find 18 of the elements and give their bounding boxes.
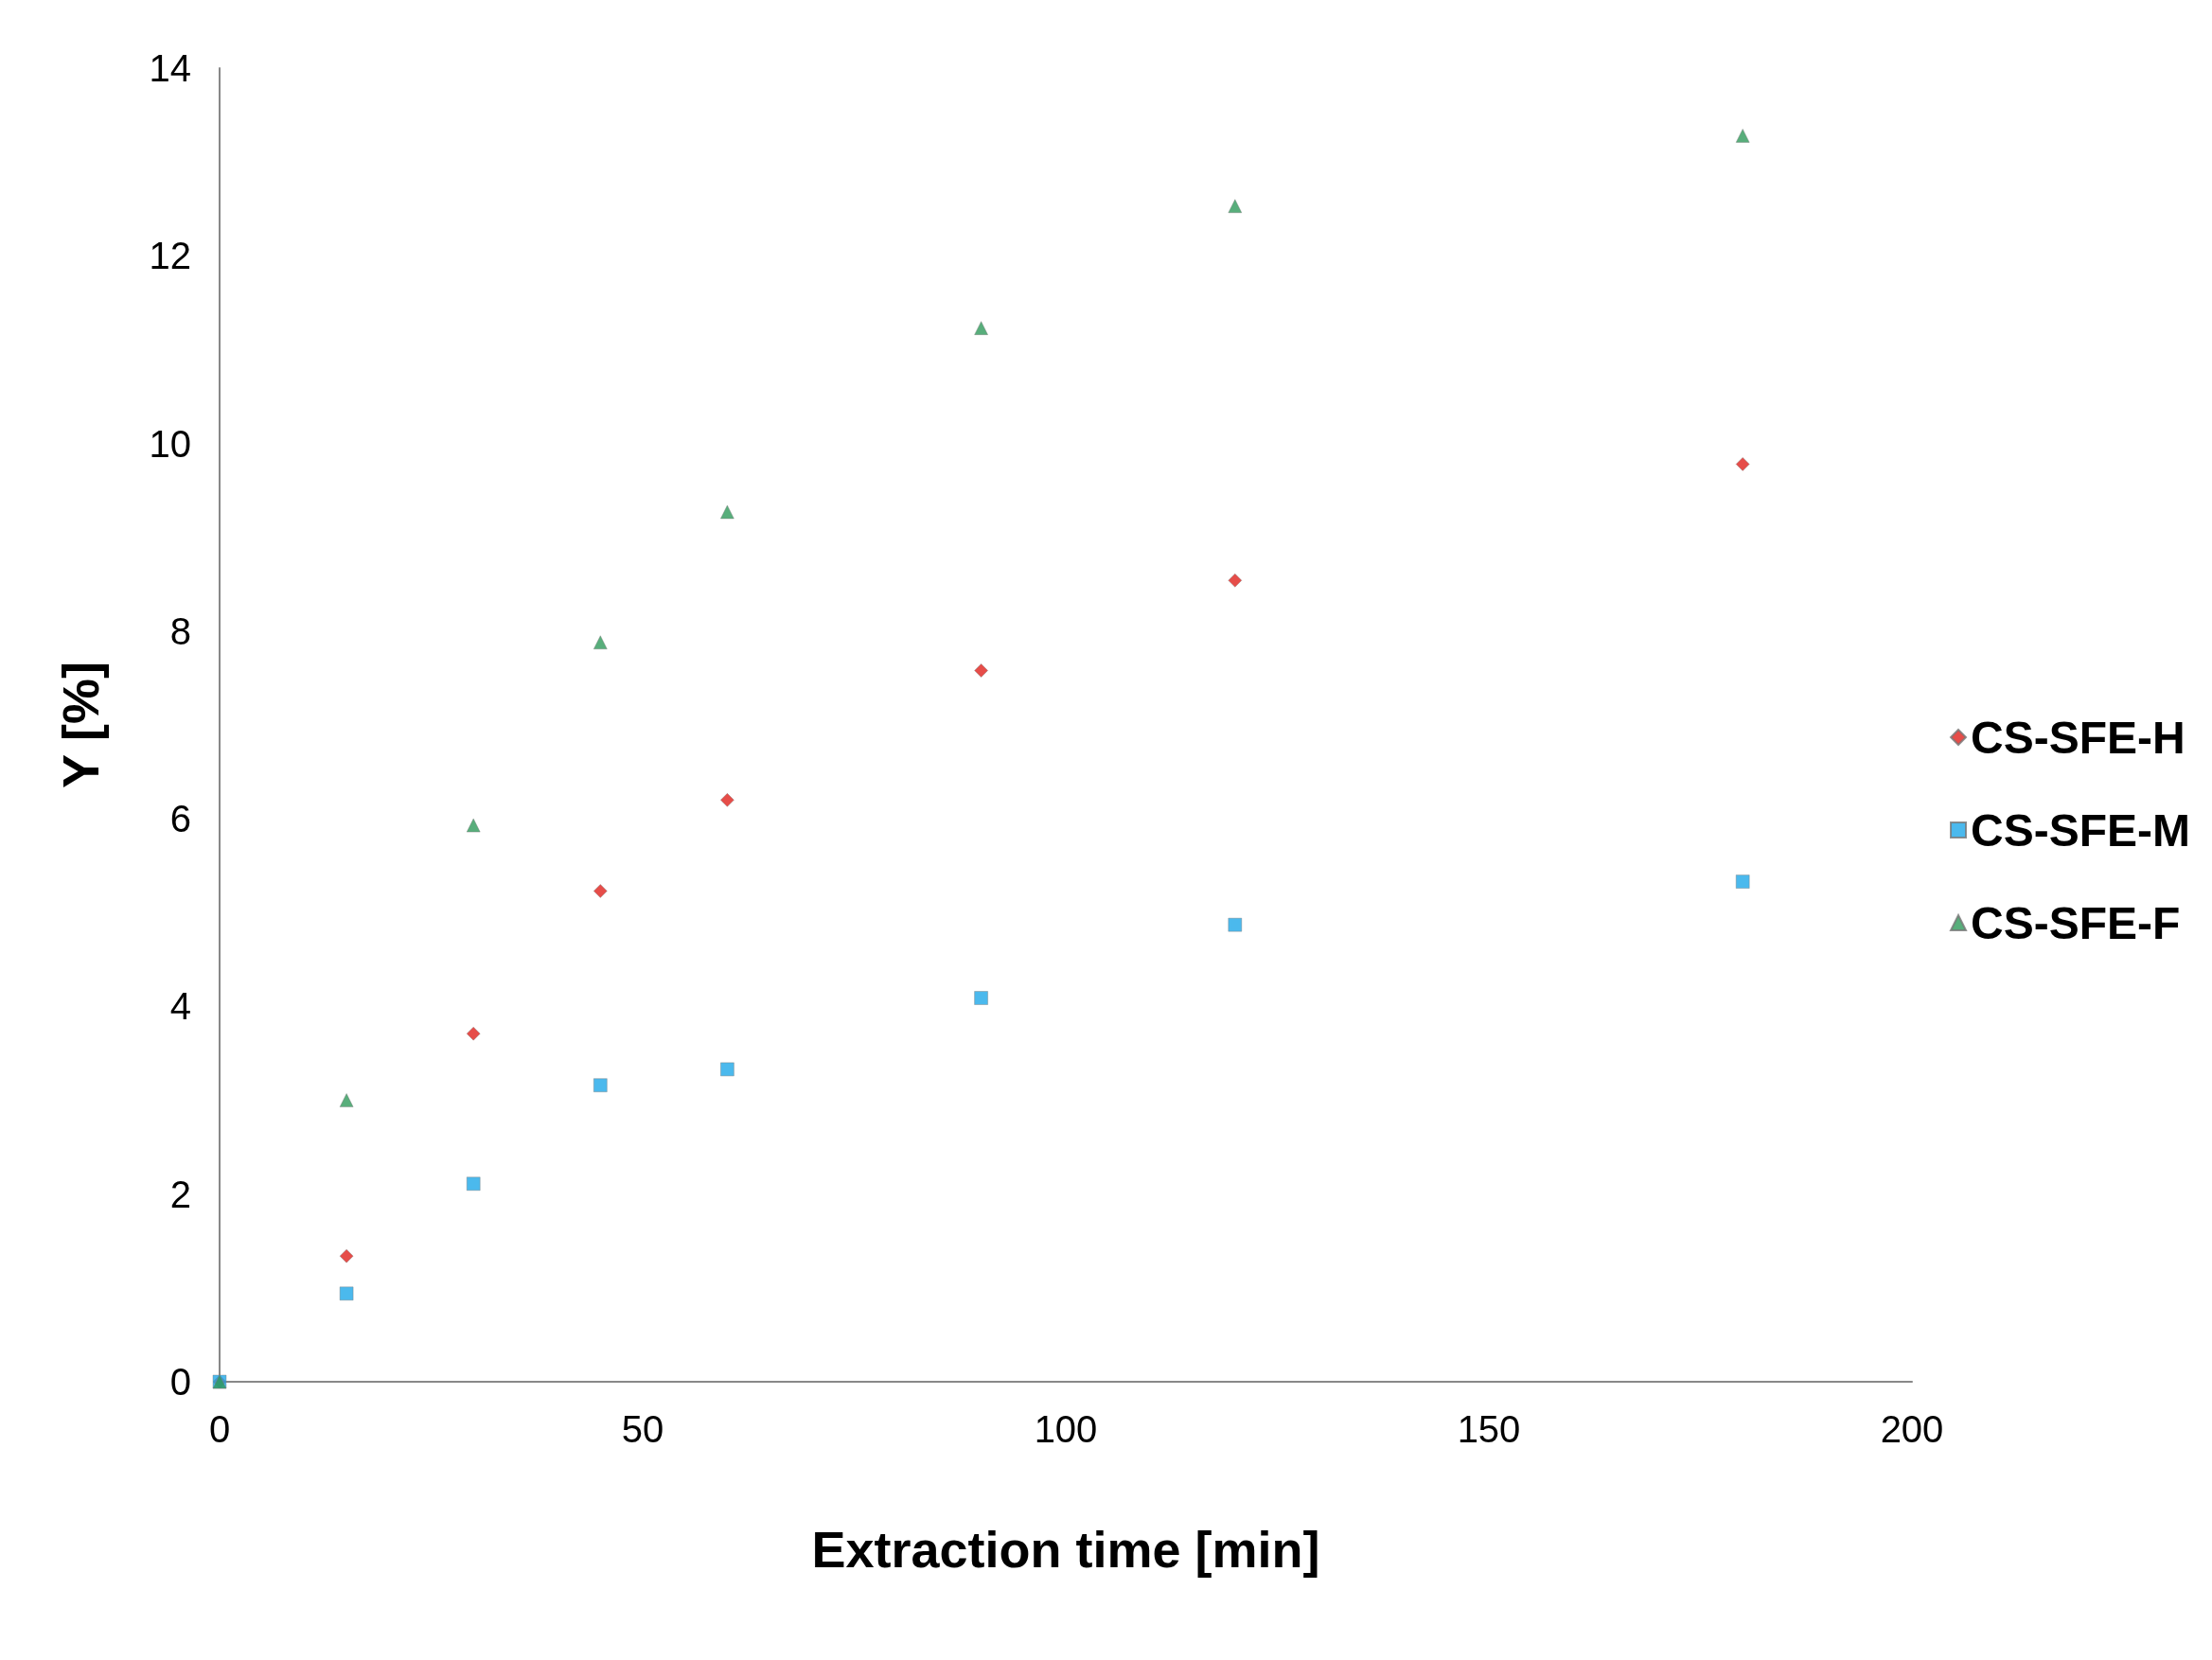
legend-label: CS-SFE-H xyxy=(1971,712,2185,763)
x-tick-label: 50 xyxy=(621,1408,664,1450)
y-tick-label: 14 xyxy=(149,47,191,89)
y-tick-label: 10 xyxy=(149,422,191,465)
x-axis-title: Extraction time [min] xyxy=(811,1521,1320,1578)
x-tick-label: 100 xyxy=(1034,1408,1098,1450)
x-tick-label: 150 xyxy=(1457,1408,1521,1450)
y-tick-label: 12 xyxy=(149,235,191,277)
legend-label: CS-SFE-M xyxy=(1971,804,2190,856)
x-tick-label: 200 xyxy=(1880,1408,1944,1450)
y-tick-label: 4 xyxy=(169,985,191,1028)
x-tick-label: 0 xyxy=(208,1408,231,1450)
y-tick-label: 2 xyxy=(169,1173,191,1215)
y-tick-label: 0 xyxy=(169,1361,191,1403)
legend-label: CS-SFE-F xyxy=(1971,897,2181,948)
y-axis-title: Y [%] xyxy=(52,661,109,789)
y-tick-label: 6 xyxy=(169,798,191,840)
y-tick-label: 8 xyxy=(169,609,191,652)
